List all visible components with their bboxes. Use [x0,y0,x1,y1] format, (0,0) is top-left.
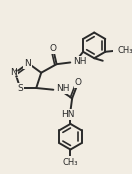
Text: HN: HN [61,110,75,119]
Text: CH₃: CH₃ [117,46,132,56]
Text: O: O [75,78,82,87]
Text: N: N [10,68,17,77]
Text: N: N [24,59,31,68]
Text: NH: NH [73,57,86,66]
Text: S: S [17,84,23,93]
Text: CH₃: CH₃ [63,158,78,167]
Text: O: O [50,44,57,53]
Text: NH: NH [56,84,69,93]
